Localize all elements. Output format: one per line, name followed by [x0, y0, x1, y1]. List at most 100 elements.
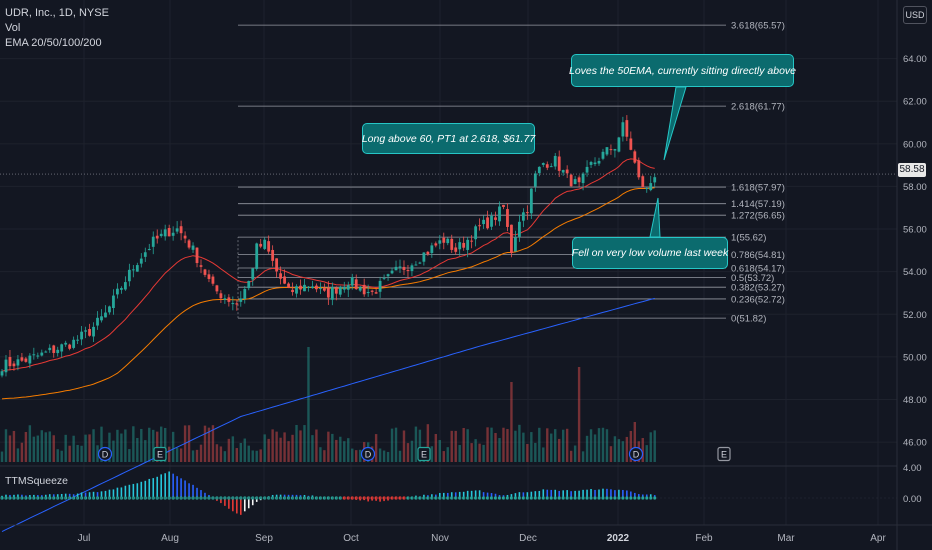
volume-bar — [120, 433, 123, 462]
candle-body — [68, 344, 72, 349]
volume-bar — [76, 444, 79, 462]
volume-bar — [514, 430, 517, 462]
volume-bar — [4, 429, 8, 462]
candle-body — [653, 177, 657, 183]
candle-body — [486, 217, 489, 229]
candle-body — [32, 354, 36, 356]
volume-bar — [287, 441, 290, 462]
currency-button[interactable]: USD — [903, 6, 927, 24]
volume-bar — [56, 449, 59, 462]
volume-bar — [148, 427, 151, 462]
volume-bar — [442, 451, 445, 462]
candle-body — [366, 292, 370, 294]
candle-body — [506, 209, 509, 227]
candle-body — [498, 206, 501, 222]
volume-bar — [633, 422, 637, 462]
volume-bar — [446, 447, 449, 462]
volume-bar — [187, 425, 191, 462]
volume-bar — [267, 438, 270, 462]
fib-label: 2.618(61.77) — [731, 102, 785, 113]
volume-bar — [32, 436, 36, 462]
candle-body — [402, 266, 406, 271]
candle-body — [155, 235, 159, 239]
candle-body — [430, 245, 434, 253]
candle-body — [454, 247, 458, 252]
volume-bar — [577, 367, 581, 462]
callout-long-above-60[interactable]: Long above 60, PT1 at 2.618, $61.77 — [362, 123, 535, 154]
candle-body — [287, 283, 290, 288]
candle-body — [601, 151, 605, 159]
squeeze-dot — [629, 496, 633, 500]
candle-body — [521, 212, 525, 221]
candle-body — [637, 160, 641, 178]
candle-body — [350, 277, 354, 286]
volume-bar — [510, 382, 513, 462]
candle-body — [235, 303, 239, 305]
volume-bar — [382, 450, 386, 462]
fib-label: 3.618(65.57) — [731, 21, 785, 32]
callout-low-volume[interactable]: Fell on very low volume last week — [572, 237, 728, 269]
symbol-title[interactable]: UDR, Inc., 1D, NYSE — [5, 7, 109, 19]
indicator-label[interactable]: TTMSqueeze — [5, 475, 69, 487]
candle-body — [12, 363, 16, 367]
volume-bar — [347, 438, 350, 462]
volume-bar — [542, 447, 545, 462]
volume-bar — [454, 430, 457, 462]
volume-bar — [430, 446, 434, 462]
candle-body — [311, 286, 314, 289]
volume-bar — [124, 429, 127, 462]
earnings-marker-label: E — [421, 450, 427, 460]
volume-bar — [28, 425, 32, 462]
candle-body — [20, 357, 24, 361]
candle-body — [211, 276, 215, 284]
volume-bar — [223, 451, 227, 462]
volume-bar — [335, 439, 338, 462]
volume-bar — [211, 425, 215, 462]
candle-body — [569, 174, 573, 187]
volume-bar — [434, 434, 438, 462]
volume-bar — [573, 445, 577, 462]
squeeze-dot — [529, 496, 533, 500]
volume-bar — [311, 435, 314, 462]
candle-body — [175, 228, 179, 232]
fibonacci-levels[interactable]: 3.618(65.57) 2.618(61.77) 1.618(57.97) 1.41… — [237, 21, 785, 325]
volume-bar — [136, 437, 139, 462]
volume-legend[interactable]: Vol — [5, 22, 21, 34]
volume-bar — [589, 429, 593, 462]
ema-legend[interactable]: EMA 20/50/100/200 — [5, 37, 102, 49]
fib-label: 0.618(54.17) — [731, 264, 785, 275]
candle-body — [123, 282, 127, 290]
candle-body — [490, 215, 493, 227]
volume-bar — [482, 444, 485, 462]
fib-label: 0(51.82) — [731, 314, 766, 325]
volume-bar — [641, 438, 644, 462]
volume-bar — [112, 440, 115, 462]
candle-body — [171, 232, 175, 236]
volume-bar — [163, 427, 167, 462]
candle-body — [470, 240, 474, 242]
volume-bar — [128, 449, 131, 462]
candle-body — [414, 264, 418, 266]
candle-body — [243, 289, 247, 299]
candle-body — [537, 166, 541, 174]
volume-bar — [303, 425, 306, 462]
volume-bar — [550, 433, 553, 462]
candle-body — [76, 339, 80, 341]
volume-bar — [8, 435, 12, 462]
candle-body — [613, 149, 617, 151]
candle-body — [52, 345, 56, 353]
squeeze-tick-label: 0.00 — [903, 494, 922, 505]
candle-body — [283, 276, 286, 284]
candle-body — [271, 249, 275, 261]
squeeze-dot — [565, 496, 569, 500]
candle-body — [44, 351, 48, 353]
candle-body — [514, 237, 517, 252]
squeeze-dot — [557, 496, 561, 500]
volume-bar — [474, 439, 477, 462]
volume-bar — [175, 447, 179, 462]
callout-50ema[interactable]: Loves the 50EMA, currently sitting direc… — [569, 54, 796, 87]
candle-body — [322, 288, 326, 291]
candlesticks[interactable] — [0, 115, 657, 378]
volume-bar — [653, 430, 656, 462]
